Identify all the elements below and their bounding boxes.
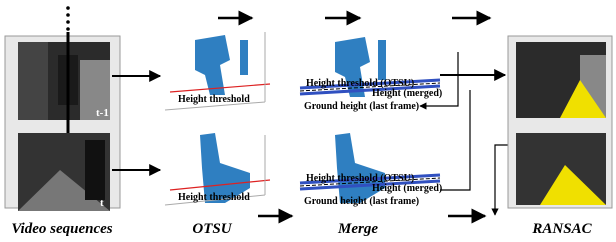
ground-label: Ground height (last frame) (304, 196, 419, 207)
plot-label: Height threshold (178, 192, 250, 203)
merged-label: Height (merged) (372, 88, 442, 99)
caption: RANSAC (531, 221, 592, 237)
plot-label: Height threshold (178, 94, 250, 105)
video-panel: t-1 t (5, 6, 120, 211)
frame-label: t (100, 197, 104, 209)
diagram: t-1 t Height threshold Height threshold … (0, 0, 616, 242)
otsu-plots: Height threshold Height threshold (165, 32, 270, 205)
ground-label: Ground height (last frame) (304, 101, 419, 112)
ransac-panel (508, 36, 612, 208)
merge-plots: Height threshold (OTSU) Height (merged) … (300, 37, 442, 207)
caption: Video sequences (11, 221, 112, 237)
caption: OTSU (192, 221, 232, 237)
caption: Merge (337, 221, 378, 237)
arrow (440, 90, 470, 190)
merged-label: Height (merged) (372, 183, 442, 194)
frame-label: t-1 (96, 107, 109, 119)
